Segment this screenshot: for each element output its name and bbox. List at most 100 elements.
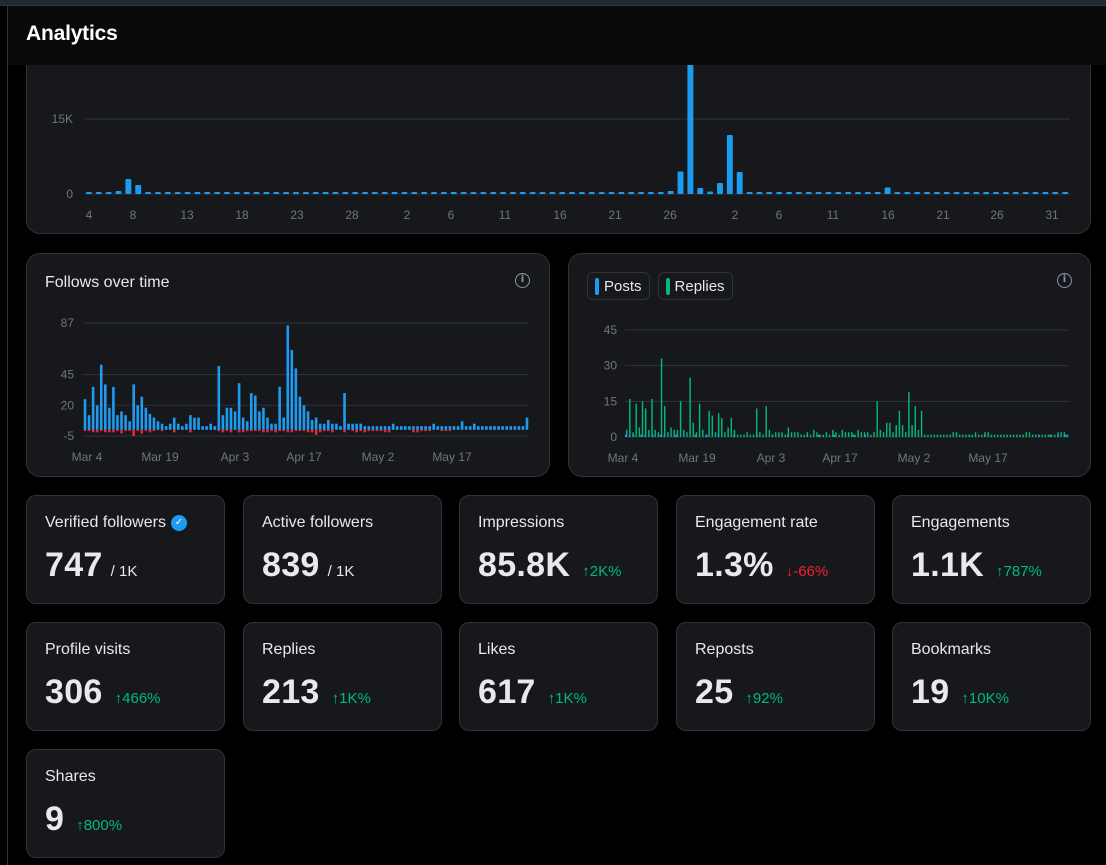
chart-bar-negative	[448, 429, 452, 432]
chart-bar-replies	[892, 432, 894, 437]
chart-bar	[677, 171, 684, 194]
stat-card-engagement-rate[interactable]: Engagement rate 1.3% ↓-66%	[676, 495, 875, 604]
chart-bar-negative	[148, 429, 152, 433]
chart-bar	[270, 423, 273, 430]
chart-bar	[509, 192, 516, 194]
chart-bar-replies	[990, 434, 993, 437]
chart-bar-replies	[822, 434, 825, 437]
chart-bar	[493, 426, 496, 430]
chart-bar	[416, 426, 419, 430]
chart-bar	[864, 192, 871, 194]
chart-bar	[485, 426, 488, 430]
chart-bar	[160, 423, 164, 430]
chart-bar-negative	[294, 429, 298, 432]
chart-bar-posts	[818, 434, 820, 437]
stat-value-row: 85.8K ↑2K%	[478, 546, 621, 585]
chart-bar	[1062, 192, 1069, 194]
chart-bar-replies	[641, 401, 644, 437]
chart-bar	[421, 192, 428, 194]
stat-value-row: 1.1K ↑787%	[911, 546, 1042, 585]
stat-value-row: 213 ↑1K%	[262, 673, 371, 712]
chart-bar	[578, 192, 585, 194]
chart-bar-negative	[262, 429, 265, 433]
stat-card-impressions[interactable]: Impressions 85.8K ↑2K%	[459, 495, 658, 604]
x-tick-label: Apr 3	[221, 450, 250, 464]
chart-bar	[224, 192, 230, 194]
stat-label-text: Likes	[478, 641, 516, 658]
stat-card-engagements[interactable]: Engagements 1.1K ↑787%	[892, 495, 1091, 604]
chart-bar	[152, 417, 156, 430]
chart-bar	[1022, 192, 1029, 194]
chart-bar-replies	[866, 432, 869, 437]
info-icon[interactable]: i	[515, 273, 530, 288]
chart-bar	[855, 192, 861, 194]
chart-bar-replies	[746, 432, 748, 437]
stat-value: 19	[911, 673, 950, 711]
chart-bar-negative	[355, 429, 358, 433]
chart-bar-negative	[428, 429, 431, 432]
chart-bar-replies	[667, 432, 669, 437]
chart-bar-replies	[1044, 434, 1047, 437]
legend-swatch-replies	[665, 277, 670, 295]
chart-bar	[391, 192, 398, 194]
chart-bar-replies	[790, 432, 793, 437]
chart-bar-replies	[844, 432, 847, 437]
stat-label-text: Engagements	[911, 514, 1010, 531]
chart-bar	[176, 423, 180, 430]
stat-value-row: 9 ↑800%	[45, 800, 122, 839]
chart-bar-negative	[359, 429, 363, 432]
chart-bar-replies	[927, 434, 929, 437]
stat-value-row: 1.3% ↓-66%	[695, 546, 828, 585]
chart-bar	[181, 426, 184, 430]
chart-bar	[283, 192, 290, 194]
stat-card-profile-visits[interactable]: Profile visits 306 ↑466%	[26, 622, 225, 731]
chart-bar	[197, 417, 200, 430]
y-tick-label: 20	[61, 398, 75, 412]
chart-bar-negative	[245, 429, 249, 432]
stat-card-likes[interactable]: Likes 617 ↑1K%	[459, 622, 658, 731]
x-tick-label: 16	[881, 208, 895, 222]
stat-card-verified-followers[interactable]: Verified followers ✓ 747 / 1K	[26, 495, 225, 604]
chart-bar	[805, 192, 812, 194]
stat-change: ↑800%	[76, 817, 123, 834]
legend-replies[interactable]: Replies	[657, 272, 733, 300]
chart-bar-negative	[282, 429, 285, 432]
chart-bar	[756, 192, 763, 194]
chart-bar-replies	[727, 427, 729, 437]
legend-swatch-posts	[595, 277, 599, 295]
chart-bar	[717, 183, 723, 194]
chart-bar-negative	[221, 429, 225, 433]
x-tick-label: 8	[130, 208, 137, 222]
chart-bar-negative	[424, 429, 427, 432]
top-window-strip	[0, 0, 1106, 6]
chart-bar-replies	[835, 432, 837, 437]
stat-card-replies[interactable]: Replies 213 ↑1K%	[243, 622, 442, 731]
page-title: Analytics	[26, 22, 118, 45]
chart-bar	[105, 192, 112, 194]
chart-bar-replies	[886, 422, 888, 437]
stat-card-shares[interactable]: Shares 9 ↑800%	[26, 749, 225, 858]
chart-bar-negative	[420, 429, 423, 432]
chart-bar-replies	[933, 434, 936, 437]
chart-bar-negative	[152, 429, 156, 432]
chart-bar	[399, 426, 403, 430]
chart-bar-replies	[702, 429, 704, 437]
stat-card-bookmarks[interactable]: Bookmarks 19 ↑10K%	[892, 622, 1091, 731]
legend-posts[interactable]: Posts	[587, 272, 650, 300]
y-tick-label: 87	[61, 316, 75, 330]
chart-bar-posts	[1065, 434, 1067, 437]
info-icon[interactable]: i	[1057, 273, 1072, 288]
chart-bar-replies	[914, 406, 916, 437]
chart-bar-posts	[984, 434, 986, 437]
stat-total: / 1K	[327, 563, 355, 580]
chart-bar	[786, 192, 792, 194]
chart-bar	[342, 192, 349, 194]
chart-bar	[490, 192, 497, 194]
stat-card-active-followers[interactable]: Active followers 839 / 1K	[243, 495, 442, 604]
chart-bar-replies	[911, 425, 913, 437]
chart-bar-replies	[768, 429, 771, 437]
chart-bar-negative	[351, 429, 354, 432]
stat-card-reposts[interactable]: Reposts 25 ↑92%	[676, 622, 875, 731]
chart-bar-replies	[1054, 434, 1056, 437]
chart-bar	[237, 383, 241, 430]
